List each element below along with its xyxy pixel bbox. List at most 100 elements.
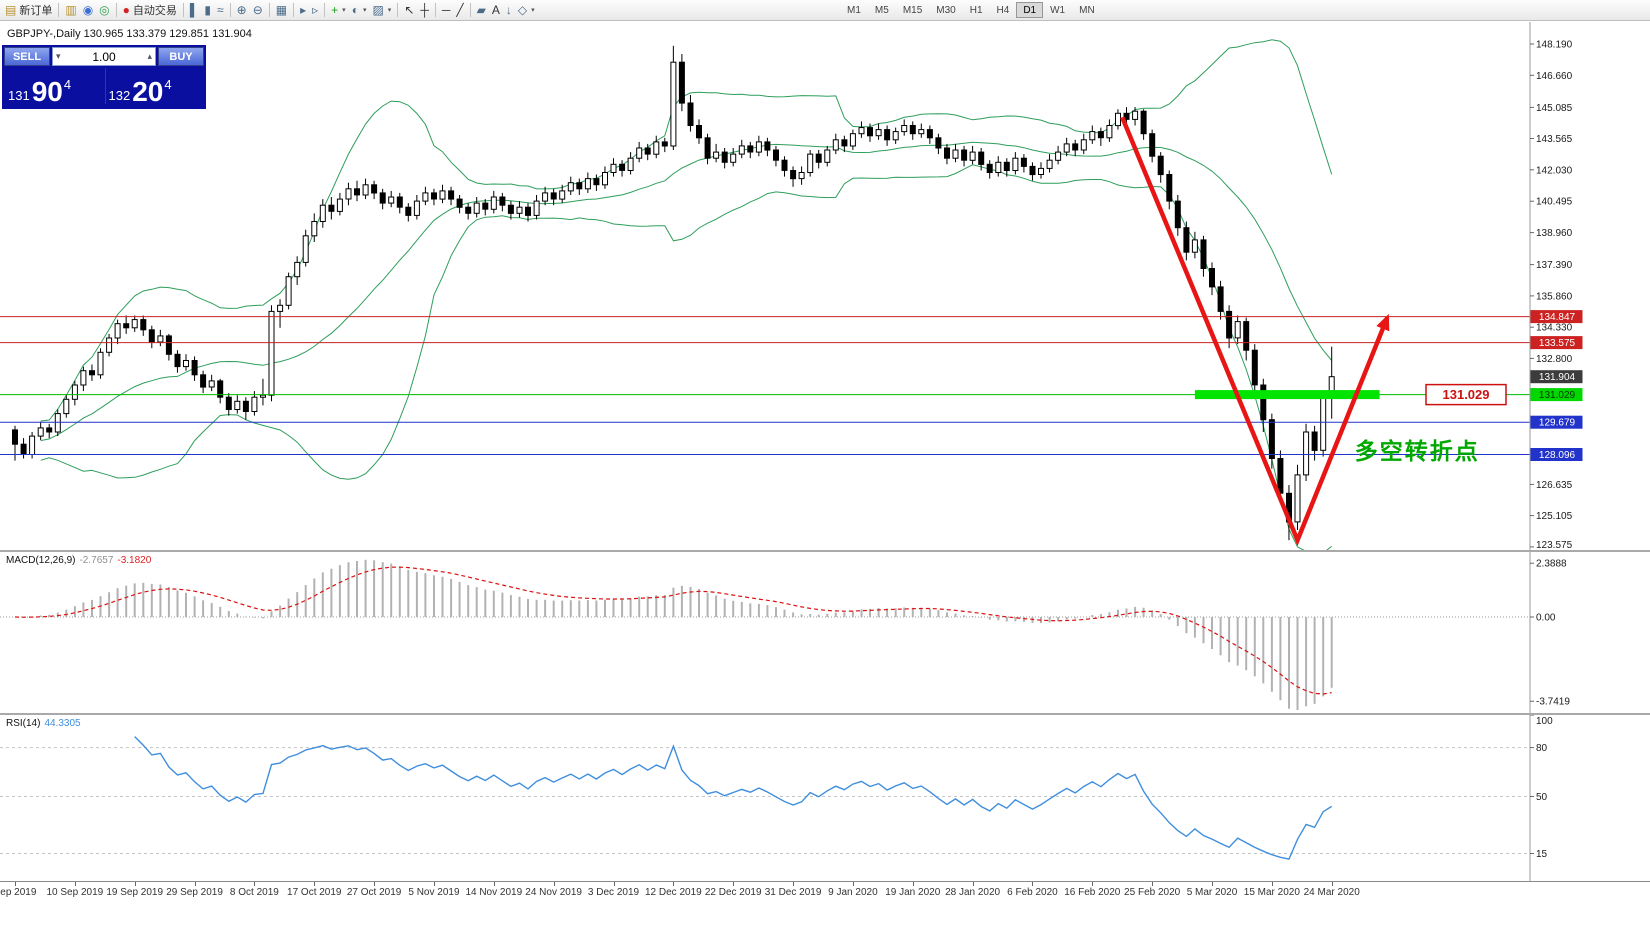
- horizontal-level-lines[interactable]: [0, 316, 1530, 455]
- pane-splitter[interactable]: [0, 550, 1650, 552]
- svg-text:2.3888: 2.3888: [1536, 559, 1567, 570]
- zoom-out-icon: ⊖: [252, 3, 263, 17]
- chart-shift-icon: ▹: [312, 3, 319, 17]
- trendline-button[interactable]: ╱: [453, 2, 466, 19]
- timeframe-button-H1[interactable]: H1: [963, 2, 990, 18]
- zoom-out-button[interactable]: ⊖: [250, 2, 266, 19]
- svg-text:138.960: 138.960: [1536, 228, 1573, 239]
- svg-text:100: 100: [1536, 716, 1553, 727]
- svg-text:148.190: 148.190: [1536, 40, 1573, 51]
- toolbar-separator: [268, 3, 270, 17]
- timeframe-button-M30[interactable]: M30: [929, 2, 962, 18]
- charts-grid-icon: ▥: [65, 3, 77, 17]
- date-label: 24 Nov 2019: [525, 887, 582, 898]
- date-tick: [1152, 882, 1154, 886]
- svg-text:0.00: 0.00: [1536, 613, 1556, 624]
- auto-scroll-button[interactable]: ▸: [297, 2, 309, 19]
- rsi-scale[interactable]: 100 80 50 15: [1529, 715, 1650, 881]
- shapes-button[interactable]: ◇ ▾: [515, 2, 538, 19]
- date-tick: [1212, 882, 1213, 886]
- timeframe-button-MN[interactable]: MN: [1072, 2, 1102, 18]
- templates-button[interactable]: ▨ ▾: [369, 2, 394, 19]
- svg-text:131.904: 131.904: [1539, 372, 1576, 383]
- date-label: 10 Sep 2019: [46, 887, 104, 898]
- tile-windows-button[interactable]: ▦: [273, 2, 290, 19]
- periods-button[interactable]: ◐ ▾: [349, 2, 370, 19]
- pane-splitter[interactable]: [0, 713, 1650, 715]
- arrows-tool-icon: ↓: [505, 3, 512, 17]
- svg-text:131.029: 131.029: [1539, 390, 1576, 401]
- main-price-scale[interactable]: 148.190 146.660 145.085 143.565 142.030 140.4…: [1529, 22, 1650, 550]
- macd-histogram: [22, 559, 1333, 710]
- text-tool-button[interactable]: A: [489, 2, 503, 19]
- sell-price-prefix: 131: [8, 88, 30, 103]
- date-tick: [74, 882, 76, 886]
- bar-chart-button[interactable]: ▌: [187, 2, 202, 19]
- date-label: 15 Mar 2020: [1243, 887, 1300, 898]
- charts-grid-button[interactable]: ▥: [62, 2, 79, 19]
- volume-decrease-icon[interactable]: ▾: [56, 51, 61, 61]
- date-label: 19 Sep 2019: [106, 887, 164, 898]
- timeframe-button-M15[interactable]: M15: [896, 2, 929, 18]
- price-divider: [104, 68, 106, 104]
- cursor-icon: ↖: [404, 3, 415, 17]
- dropdown-caret-icon: ▾: [387, 7, 392, 14]
- macd-scale[interactable]: 2.3888 0.00 -3.7419: [1529, 552, 1650, 713]
- macd-pane[interactable]: 2.3888 0.00 -3.7419 MACD(12,26,9) -2.7657 -3…: [0, 552, 1650, 713]
- buy-price[interactable]: 132 20 4: [109, 77, 203, 106]
- sell-price[interactable]: 131 90 4: [8, 77, 102, 106]
- rsi-name: RSI(14): [6, 718, 41, 729]
- volume-increase-icon[interactable]: ▴: [147, 51, 152, 61]
- timeframe-button-D1[interactable]: D1: [1016, 2, 1044, 18]
- macd-value-main: -2.7657: [79, 555, 114, 566]
- new-order-button[interactable]: ▤ 新订单: [2, 2, 55, 19]
- timeframe-button-W1[interactable]: W1: [1043, 2, 1072, 18]
- date-tick: [374, 882, 376, 886]
- line-chart-button[interactable]: ≈: [214, 2, 227, 19]
- macd-name: MACD(12,26,9): [6, 555, 76, 566]
- zoom-in-button[interactable]: ⊕: [234, 2, 250, 19]
- svg-text:50: 50: [1536, 792, 1548, 803]
- crosshair-button[interactable]: ┼: [417, 2, 432, 19]
- rsi-level-lines: [0, 747, 1530, 854]
- svg-text:132.800: 132.800: [1536, 354, 1573, 365]
- date-tick: [673, 882, 675, 886]
- timeframe-button-H4[interactable]: H4: [990, 2, 1017, 18]
- rsi-pane[interactable]: 100 80 50 15 RSI(14) 44.3305: [0, 715, 1650, 881]
- cursor-button[interactable]: ↖: [401, 2, 417, 19]
- toolbar-separator: [115, 3, 117, 17]
- timeframe-button-M1[interactable]: M1: [840, 2, 868, 18]
- svg-text:140.495: 140.495: [1536, 197, 1573, 208]
- trendline-icon: ╱: [456, 3, 464, 17]
- profile-button[interactable]: ◉: [80, 2, 96, 19]
- volume-stepper[interactable]: ▾ 1.00 ▴: [52, 47, 156, 66]
- svg-text:126.635: 126.635: [1536, 480, 1573, 491]
- volume-value[interactable]: 1.00: [92, 49, 116, 64]
- date-tick: [912, 882, 914, 886]
- indicators-button[interactable]: + ▾: [328, 2, 349, 19]
- sell-button[interactable]: SELL: [4, 47, 50, 66]
- timeframe-button-M5[interactable]: M5: [868, 2, 896, 18]
- date-tick: [134, 882, 136, 886]
- date-label: 8 Oct 2019: [229, 887, 279, 898]
- date-tick: [254, 882, 256, 886]
- chart-shift-button[interactable]: ▹: [309, 2, 321, 19]
- community-button[interactable]: ◎: [96, 2, 112, 19]
- channel-button[interactable]: ▰: [474, 2, 489, 19]
- candlestick-chart-button[interactable]: ▮: [201, 2, 214, 19]
- buy-button[interactable]: BUY: [158, 47, 204, 66]
- support-highlight-bar[interactable]: [1194, 390, 1380, 400]
- date-tick: [1271, 882, 1273, 886]
- templates-icon: ▨: [372, 3, 384, 17]
- new-order-icon: ▤: [5, 3, 17, 17]
- hline-button[interactable]: ─: [439, 2, 454, 19]
- autotrading-button[interactable]: ● 自动交易: [120, 2, 180, 19]
- date-label: 5 Nov 2019: [408, 887, 460, 898]
- arrows-tool-button[interactable]: ↓: [503, 2, 515, 19]
- svg-text:137.390: 137.390: [1536, 260, 1573, 271]
- date-label: 27 Oct 2019: [346, 887, 402, 898]
- trend-arrow[interactable]: [1120, 116, 1390, 547]
- main-chart-pane[interactable]: 多空转折点 131.029 148.190 146.660 145.085 143.5…: [0, 22, 1650, 550]
- svg-text:135.860: 135.860: [1536, 291, 1573, 302]
